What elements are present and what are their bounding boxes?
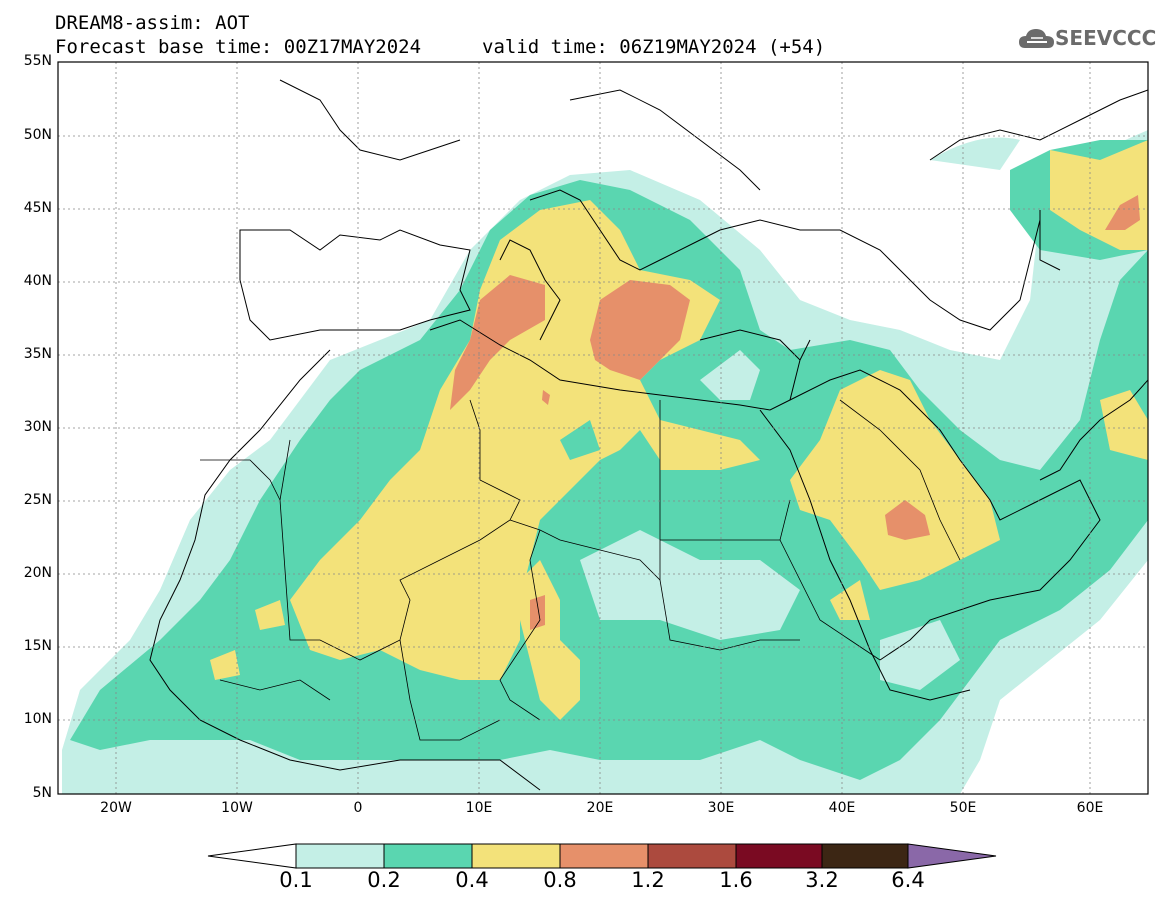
lon-label: 50E [949, 800, 977, 816]
colorbar [207, 843, 997, 869]
lat-label: 55N [23, 53, 52, 69]
lon-label: 20E [586, 800, 614, 816]
lat-label: 20N [23, 565, 52, 581]
colorbar-label: 0.8 [543, 868, 577, 892]
cloud-icon [1019, 29, 1054, 48]
aot-band-mid-patches [370, 420, 660, 510]
lat-label: 50N [23, 127, 52, 143]
lon-label: 40E [828, 800, 856, 816]
colorbar-label: 0.1 [279, 868, 313, 892]
lon-label: 10E [465, 800, 493, 816]
lat-label: 40N [23, 273, 52, 289]
lon-label: 60E [1076, 800, 1104, 816]
colorbar-segment [647, 843, 737, 869]
colorbar-label: 0.2 [367, 868, 401, 892]
lon-label: 10W [221, 800, 253, 816]
aot-band-low-patches [580, 350, 960, 690]
lat-label: 15N [23, 638, 52, 654]
colorbar-segment [295, 843, 385, 869]
lat-label: 30N [23, 419, 52, 435]
colorbar-label: 3.2 [805, 868, 839, 892]
lon-label: 0 [353, 800, 363, 816]
map-frame [57, 61, 1149, 795]
colorbar-label: 1.2 [631, 868, 665, 892]
gridlines [58, 62, 1148, 794]
colorbar-segment [207, 843, 297, 869]
logo-text: SEEVCCC [1055, 26, 1157, 50]
colorbar-label: 6.4 [891, 868, 925, 892]
lat-label: 5N [32, 785, 52, 801]
lat-label: 10N [23, 711, 52, 727]
colorbar-segment [907, 843, 997, 869]
lon-label: 20W [100, 800, 132, 816]
colorbar-segment [471, 843, 561, 869]
borders [200, 399, 961, 741]
lat-label: 35N [23, 346, 52, 362]
colorbar-label: 1.6 [719, 868, 753, 892]
valid-time: valid time: 06Z19MAY2024 (+54) [482, 36, 826, 58]
colorbar-segment [383, 843, 473, 869]
lat-label: 45N [23, 200, 52, 216]
colorbar-label: 0.4 [455, 868, 489, 892]
colorbar-segment [821, 843, 909, 869]
colorbar-segment [559, 843, 649, 869]
lon-label: 30E [707, 800, 735, 816]
coastlines [149, 79, 1148, 791]
lat-label: 25N [23, 492, 52, 508]
colorbar-segment [735, 843, 823, 869]
map-title: DREAM8-assim: AOT [55, 12, 250, 34]
forecast-base-time: Forecast base time: 00Z17MAY2024 [55, 36, 422, 58]
